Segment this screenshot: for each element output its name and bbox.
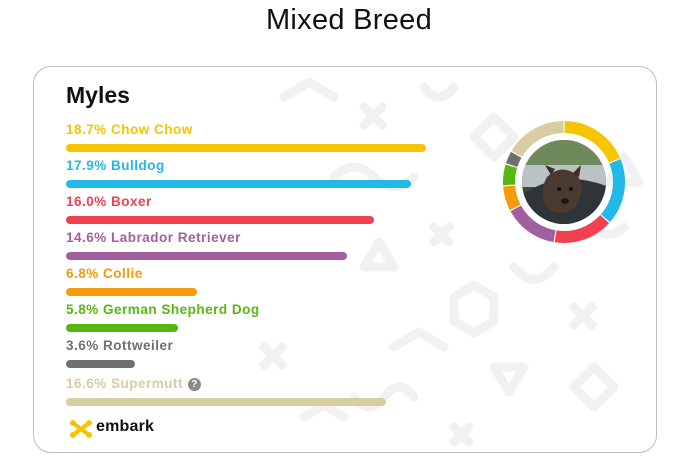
breed-label: 6.8% Collie [66,266,143,281]
breed-bar [66,398,386,406]
breed-label: 5.8% German Shepherd Dog [66,302,260,317]
breed-name: Bulldog [111,158,165,173]
breed-bar [66,180,411,188]
page-title: Mixed Breed [265,4,433,36]
breed-percent: 16.6% [66,376,107,391]
dog-name: Myles [66,82,130,108]
breed-row: 16.6% Supermutt? [66,376,446,412]
breed-row: 3.6% Rottweiler [66,338,446,374]
donut-segment [511,121,564,158]
breed-row: 17.9% Bulldog [66,158,446,194]
donut-segment [554,214,610,243]
breed-row: 14.6% Labrador Retriever [66,230,446,266]
breed-donut-chart [503,121,625,243]
breed-bar [66,216,374,224]
breed-name: Boxer [111,194,152,209]
breed-bar [66,288,197,296]
breed-percent: 18.7% [66,122,107,137]
breed-name: German Shepherd Dog [103,302,260,317]
breed-percent: 17.9% [66,158,107,173]
brand-name: embark [96,418,155,435]
donut-segment [505,151,522,168]
breed-name: Collie [103,266,143,281]
donut-segment [564,121,621,163]
breed-label: 16.0% Boxer [66,194,152,209]
breed-bar [66,360,135,368]
donut-segment [503,185,521,211]
breed-name: Supermutt [111,376,184,391]
breed-name: Chow Chow [111,122,193,137]
breed-row: 18.7% Chow Chow [66,122,446,158]
breed-label: 17.9% Bulldog [66,158,165,173]
breed-row: 6.8% Collie [66,266,446,302]
donut-segment [510,205,556,243]
embark-logo-icon [70,420,92,438]
donut-segment [600,159,625,223]
question-circle-icon[interactable]: ? [188,378,202,391]
breed-bar [66,144,426,152]
breed-percent: 14.6% [66,230,107,245]
breed-percent: 3.6% [66,338,99,353]
breed-label: 16.6% Supermutt? [66,376,202,391]
breed-percent: 6.8% [66,266,99,281]
breed-row: 16.0% Boxer [66,194,446,230]
breed-row: 5.8% German Shepherd Dog [66,302,446,338]
breed-label: 14.6% Labrador Retriever [66,230,241,245]
breed-percent: 5.8% [66,302,99,317]
breed-bar [66,324,178,332]
background-pattern [259,77,644,447]
breed-bar [66,252,347,260]
breed-card: Myles 18.7% Chow Chow 17.9% Bulldog 16.0% … [33,66,657,453]
breed-label: 3.6% Rottweiler [66,338,173,353]
breed-label: 18.7% Chow Chow [66,122,193,137]
dog-photo [522,140,606,224]
donut-segment [503,164,518,186]
breed-name: Labrador Retriever [111,230,241,245]
breed-percent: 16.0% [66,194,107,209]
breed-name: Rottweiler [103,338,174,353]
